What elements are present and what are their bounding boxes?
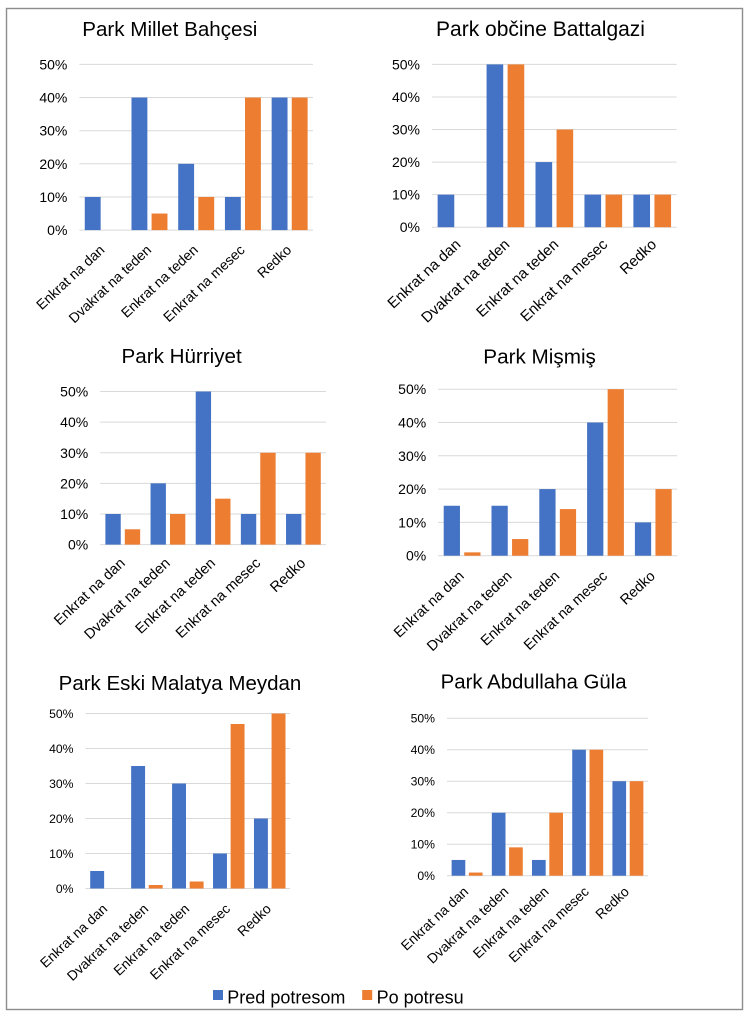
svg-text:0%: 0% [406, 548, 426, 564]
svg-text:10%: 10% [398, 514, 426, 530]
svg-text:Po potresu: Po potresu [377, 988, 464, 1008]
svg-text:20%: 20% [398, 481, 426, 497]
svg-text:30%: 30% [398, 448, 426, 464]
svg-text:0%: 0% [400, 219, 420, 235]
svg-text:Pred potresom: Pred potresom [227, 988, 345, 1008]
svg-text:20%: 20% [49, 812, 74, 826]
svg-text:Park Hürriyet: Park Hürriyet [122, 345, 242, 368]
svg-text:Park občine Battalgazi: Park občine Battalgazi [436, 18, 645, 41]
svg-text:40%: 40% [49, 742, 74, 756]
svg-text:40%: 40% [60, 414, 88, 430]
svg-text:20%: 20% [392, 154, 420, 170]
svg-text:40%: 40% [39, 90, 67, 106]
svg-text:50%: 50% [411, 712, 436, 726]
svg-text:30%: 30% [60, 445, 88, 461]
svg-text:50%: 50% [49, 707, 74, 721]
svg-text:50%: 50% [39, 56, 67, 72]
svg-text:50%: 50% [398, 381, 426, 397]
svg-text:Park Millet Bahçesi: Park Millet Bahçesi [82, 18, 257, 41]
svg-text:30%: 30% [39, 123, 67, 139]
svg-text:20%: 20% [411, 806, 436, 820]
svg-text:40%: 40% [392, 89, 420, 105]
svg-text:30%: 30% [411, 775, 436, 789]
svg-text:10%: 10% [49, 847, 74, 861]
svg-text:40%: 40% [411, 743, 436, 757]
svg-text:10%: 10% [392, 187, 420, 203]
svg-text:0%: 0% [47, 222, 67, 238]
svg-text:20%: 20% [60, 475, 88, 491]
svg-text:Park Eski Malatya Meydan: Park Eski Malatya Meydan [59, 672, 302, 695]
svg-text:50%: 50% [60, 384, 88, 400]
svg-text:10%: 10% [60, 506, 88, 522]
svg-text:Park Abdullaha Güla: Park Abdullaha Güla [441, 672, 628, 694]
svg-text:30%: 30% [392, 122, 420, 138]
svg-text:50%: 50% [392, 56, 420, 72]
svg-text:30%: 30% [49, 777, 74, 791]
svg-text:Park Mişmiş: Park Mişmiş [483, 346, 596, 369]
svg-text:0%: 0% [417, 869, 435, 883]
svg-text:10%: 10% [39, 189, 67, 205]
svg-text:0%: 0% [68, 537, 88, 553]
svg-text:40%: 40% [398, 415, 426, 431]
svg-text:20%: 20% [39, 156, 67, 172]
svg-text:10%: 10% [411, 838, 436, 852]
svg-text:0%: 0% [56, 882, 74, 896]
